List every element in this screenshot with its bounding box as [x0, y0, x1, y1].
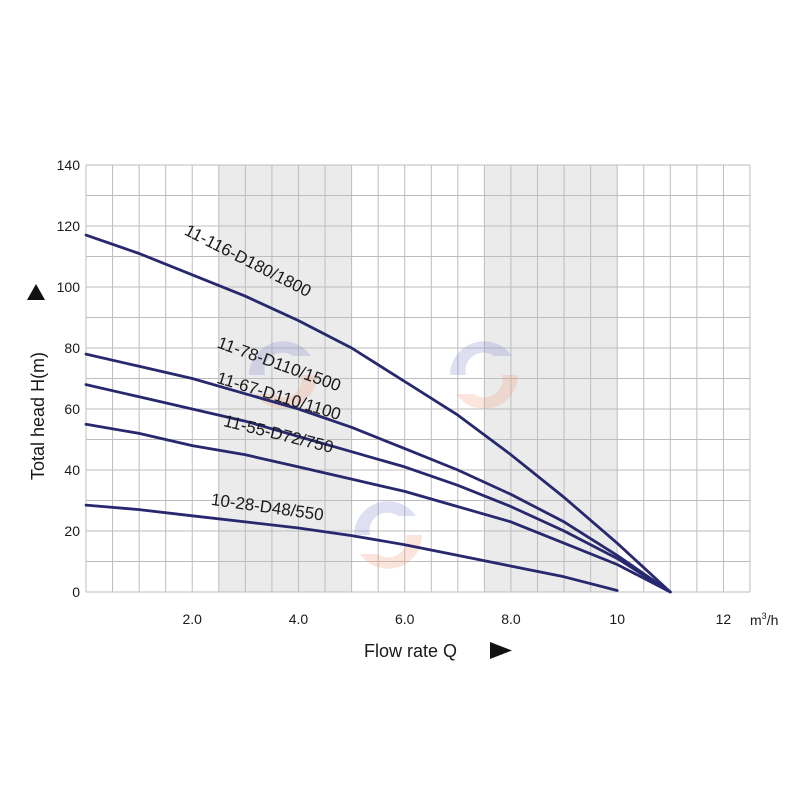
y-tick-label: 100: [57, 279, 81, 295]
x-tick-label: 2.0: [183, 611, 203, 627]
x-tick-label: 8.0: [501, 611, 521, 627]
x-tick-label: 4.0: [289, 611, 309, 627]
series-lines: [84, 233, 672, 594]
series-line-4: [84, 503, 619, 592]
series-line-3: [84, 422, 672, 594]
y-tick-labels: 0 20 40 60 80 100 120 140: [57, 157, 81, 600]
x-unit-base: m: [750, 612, 762, 628]
x-tick-labels: 2.0 4.0 6.0 8.0 10 12: [183, 611, 732, 627]
x-tick-label: 12: [716, 611, 732, 627]
watermark-logos: [249, 341, 518, 569]
x-axis-label: Flow rate Q: [364, 641, 457, 661]
y-tick-label: 60: [64, 401, 80, 417]
x-unit-superscript: 3: [762, 611, 767, 621]
x-unit-suffix: /h: [767, 612, 779, 628]
y-tick-label: 140: [57, 157, 81, 173]
x-axis-unit: m3/h: [750, 611, 778, 628]
y-tick-label: 0: [72, 584, 80, 600]
series-line-2: [84, 383, 672, 594]
x-axis-arrow-icon: [490, 642, 512, 659]
y-tick-label: 20: [64, 523, 80, 539]
series-line-0: [84, 233, 672, 594]
watermark-logo-icon: [354, 501, 422, 569]
x-tick-label: 6.0: [395, 611, 415, 627]
watermark-logo-icon: [450, 341, 518, 409]
y-axis-arrow-icon: [27, 284, 45, 300]
y-tick-label: 80: [64, 340, 80, 356]
x-tick-label: 10: [609, 611, 625, 627]
y-tick-label: 120: [57, 218, 81, 234]
y-axis-label: Total head H(m): [28, 352, 48, 480]
y-tick-label: 40: [64, 462, 80, 478]
series-line-1: [84, 352, 672, 594]
